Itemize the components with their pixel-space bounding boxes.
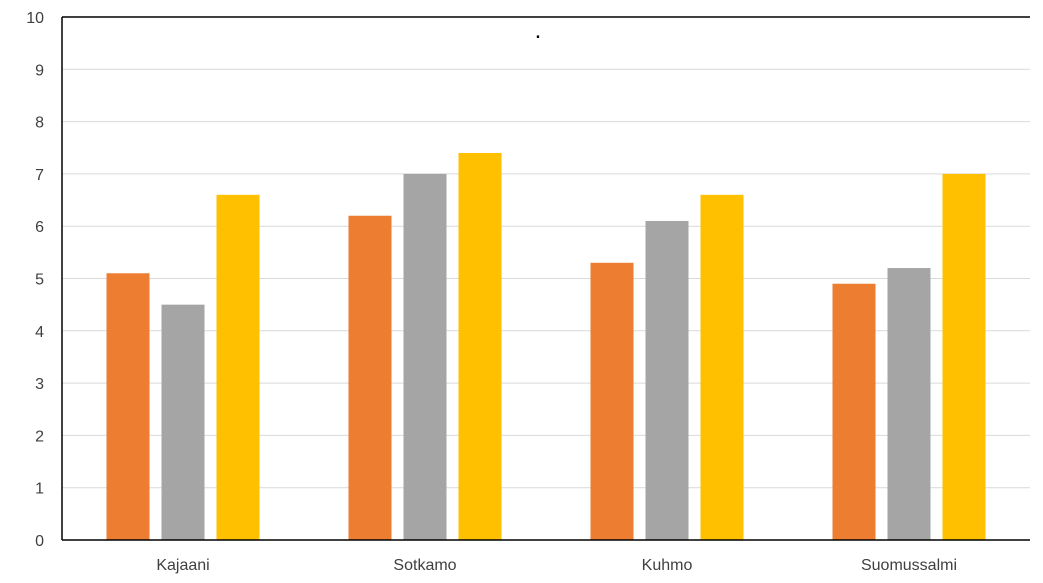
y-tick-label: 1 <box>35 481 44 498</box>
bar <box>590 262 634 540</box>
bar <box>832 283 876 540</box>
chart-title: . <box>535 17 542 44</box>
bar <box>942 173 986 540</box>
gridlines <box>62 68 1030 489</box>
x-axis-category-labels: Kajaani Sotkamo Kuhmo Suomussalmi <box>156 557 957 574</box>
bars <box>106 152 986 541</box>
y-tick-label: 3 <box>35 376 44 393</box>
bar <box>161 304 205 540</box>
bar <box>403 173 447 540</box>
bar <box>458 152 502 541</box>
bar <box>887 268 931 540</box>
bar <box>216 194 260 540</box>
x-category-label: Kuhmo <box>642 557 693 574</box>
y-tick-label: 10 <box>26 10 44 27</box>
x-category-label: Sotkamo <box>393 557 456 574</box>
y-tick-label: 4 <box>35 324 44 341</box>
x-category-label: Kajaani <box>156 557 209 574</box>
y-tick-label: 8 <box>35 115 44 132</box>
y-tick-label: 9 <box>35 62 44 79</box>
x-category-label: Suomussalmi <box>861 557 957 574</box>
y-tick-label: 6 <box>35 219 44 236</box>
bar <box>106 273 150 540</box>
bar <box>348 215 392 541</box>
axes <box>61 16 1030 541</box>
y-tick-label: 5 <box>35 272 44 289</box>
y-tick-label: 7 <box>35 167 44 184</box>
y-tick-label: 2 <box>35 428 44 445</box>
bar <box>645 220 689 540</box>
bar <box>700 194 744 540</box>
y-tick-label: 0 <box>35 533 44 550</box>
y-axis-tick-labels: 0 1 2 3 4 5 6 7 8 9 10 <box>26 10 44 550</box>
